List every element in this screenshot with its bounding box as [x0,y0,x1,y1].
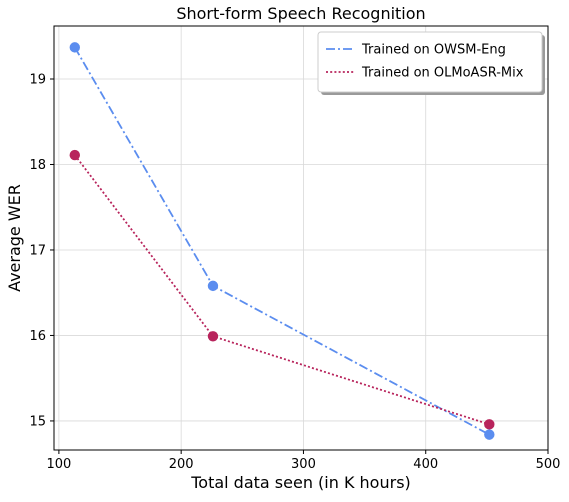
legend: Trained on OWSM-Eng Trained on OLMoASR-Mi… [317,31,545,95]
x-tick-label: 400 [413,457,438,472]
y-tick-label: 16 [29,329,46,344]
tick-layer: 100 200 300 400 500 15 16 17 18 19 [29,73,560,473]
series-1-point [484,419,495,430]
y-tick-label: 19 [29,73,46,88]
legend-label-0: Trained on OWSM-Eng [361,43,506,58]
x-tick-label: 500 [536,457,561,472]
series-layer [69,42,495,440]
y-tick-label: 15 [29,414,46,429]
x-tick-label: 100 [46,457,71,472]
chart-title: Short-form Speech Recognition [176,4,425,23]
x-tick-label: 300 [291,457,316,472]
series-0-point [207,280,219,292]
y-tick-label: 17 [29,243,46,258]
x-tick-label: 200 [169,457,194,472]
series-1-point [69,149,80,161]
plot-frame [53,25,549,451]
series-line-0 [74,46,490,436]
series-1-point [207,331,219,342]
series-0-point [69,42,80,53]
legend-label-1: Trained on OLMoASR-Mix [361,66,524,81]
legend-box [317,31,543,93]
series-0-point [484,429,495,440]
x-axis-label: Total data seen (in K hours) [190,473,411,492]
y-tick-label: 18 [29,158,46,173]
series-line-1 [74,154,490,426]
y-axis-label: Average WER [5,184,24,292]
